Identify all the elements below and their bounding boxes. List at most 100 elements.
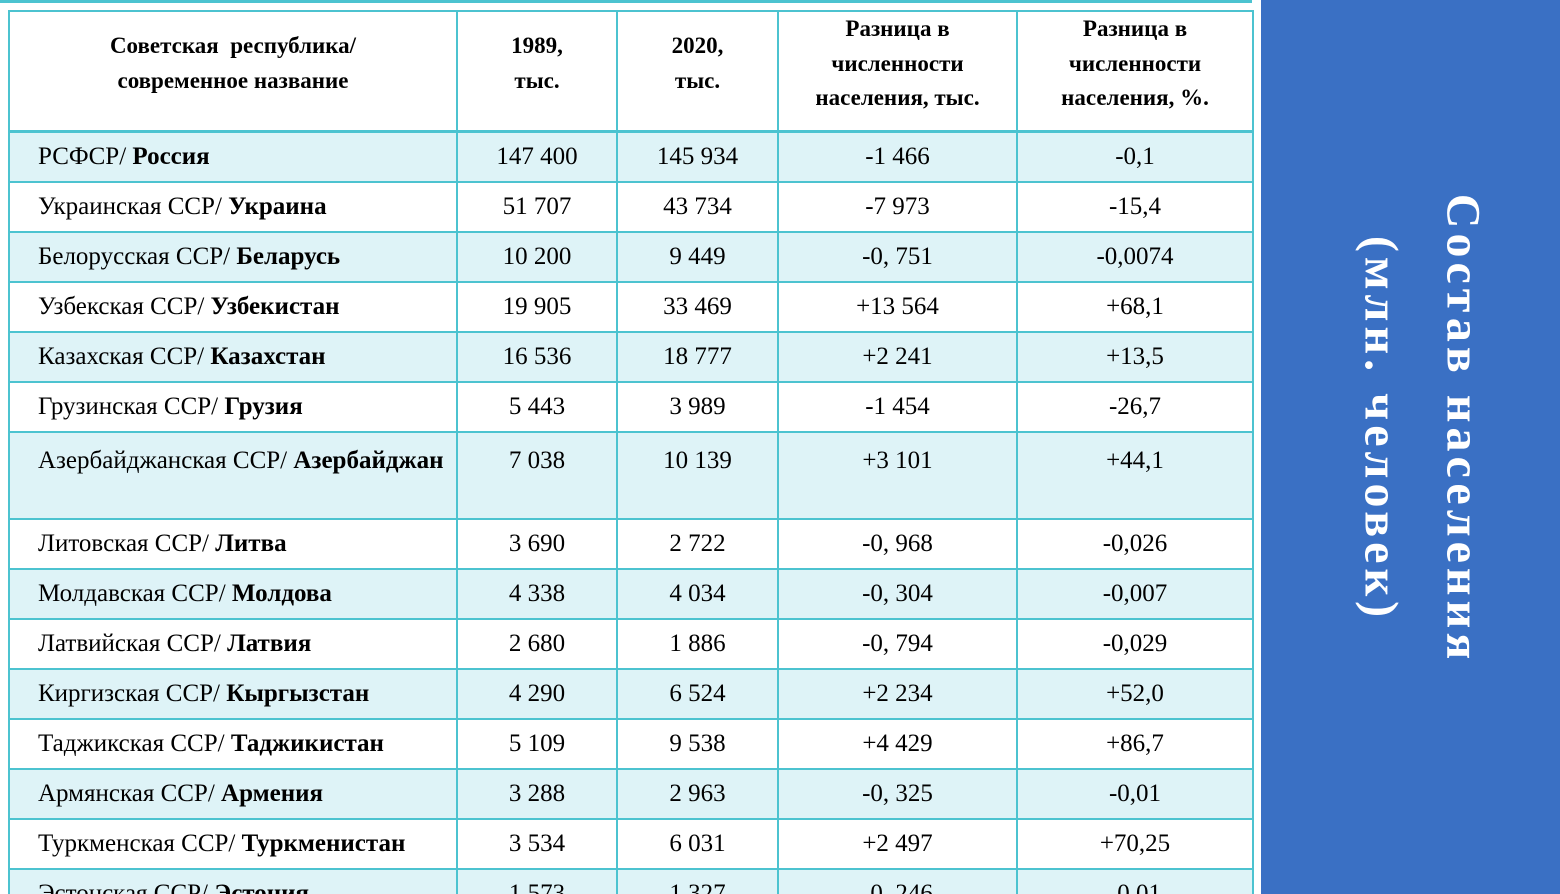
republic-modern-name: Россия [132,142,210,170]
republic-name-cell: РСФСР/ Россия [8,130,458,183]
table-row: Киргизская ССР/ Кыргызстан 4 290 6 524 +… [8,667,1254,720]
cell-2020: 4 034 [616,567,779,620]
sidebar-title-line2: (млн. человек) [1355,235,1409,623]
cell-diff-thousands: +3 101 [777,430,1018,520]
cell-1989: 3 288 [456,767,618,820]
republic-soviet-name: Киргизская ССР/ [38,679,227,707]
population-table: Советская республика/ современное назван… [8,10,1254,894]
sidebar-blue-band: Состав населения (млн. человек) [1261,0,1560,894]
table-body: РСФСР/ Россия 147 400 145 934 -1 466 -0,… [8,130,1254,894]
republic-modern-name: Казахстан [210,342,326,370]
republic-modern-name: Кыргызстан [226,679,370,707]
republic-name-cell: Азербайджанская ССР/ Азербайджан [8,430,458,520]
population-table-container: Советская республика/ современное назван… [8,10,1254,894]
cell-2020: 3 989 [616,380,779,433]
cell-diff-percent: +70,25 [1016,817,1254,870]
republic-name-cell: Казахская ССР/ Казахстан [8,330,458,383]
cell-diff-thousands: -7 973 [777,180,1018,233]
republic-soviet-name: Казахская ССР/ [38,342,211,370]
table-row: Белорусская ССР/ Беларусь 10 200 9 449 -… [8,230,1254,283]
cell-1989: 5 443 [456,380,618,433]
table-row: Литовская ССР/ Литва 3 690 2 722 -0, 968… [8,517,1254,570]
republic-name-cell: Эстонская ССР/ Эстония [8,867,458,894]
cell-1989: 2 680 [456,617,618,670]
cell-1989: 51 707 [456,180,618,233]
cell-1989: 16 536 [456,330,618,383]
cell-diff-thousands: -0, 968 [777,517,1018,570]
cell-1989: 19 905 [456,280,618,333]
cell-diff-thousands: +2 497 [777,817,1018,870]
cell-diff-thousands: -1 454 [777,380,1018,433]
sidebar-vertical-title: Состав населения (млн. человек) [1341,194,1504,664]
cell-2020: 10 139 [616,430,779,520]
cell-2020: 6 524 [616,667,779,720]
cell-diff-percent: -0,1 [1016,130,1254,183]
republic-modern-name: Украина [228,192,327,220]
column-header-diff-thousands: Разница в численности населения, тыс. [777,10,1018,133]
cell-diff-thousands: -0, 246 [777,867,1018,894]
republic-soviet-name: Эстонская ССР/ [38,879,215,894]
republic-soviet-name: Армянская ССР/ [38,779,222,807]
cell-diff-thousands: +13 564 [777,280,1018,333]
cell-1989: 5 109 [456,717,618,770]
republic-name-cell: Узбекская ССР/ Узбекистан [8,280,458,333]
republic-name-cell: Украинская ССР/ Украина [8,180,458,233]
republic-soviet-name: Латвийская ССР/ [38,629,228,657]
table-row: Узбекская ССР/ Узбекистан 19 905 33 469 … [8,280,1254,333]
republic-soviet-name: Белорусская ССР/ [38,242,237,270]
table-row: Грузинская ССР/ Грузия 5 443 3 989 -1 45… [8,380,1254,433]
cell-diff-thousands: +2 234 [777,667,1018,720]
cell-1989: 3 690 [456,517,618,570]
table-row: Туркменская ССР/ Туркменистан 3 534 6 03… [8,817,1254,870]
republic-name-cell: Киргизская ССР/ Кыргызстан [8,667,458,720]
cell-diff-percent: +68,1 [1016,280,1254,333]
table-row: РСФСР/ Россия 147 400 145 934 -1 466 -0,… [8,130,1254,183]
cell-diff-thousands: -0, 794 [777,617,1018,670]
cell-2020: 2 722 [616,517,779,570]
republic-soviet-name: Грузинская ССР/ [38,392,225,420]
republic-soviet-name: РСФСР/ [38,142,133,170]
cell-1989: 4 290 [456,667,618,720]
republic-name-cell: Литовская ССР/ Литва [8,517,458,570]
republic-modern-name: Грузия [224,392,303,420]
cell-1989: 147 400 [456,130,618,183]
republic-name-cell: Латвийская ССР/ Латвия [8,617,458,670]
cell-2020: 145 934 [616,130,779,183]
table-row: Таджикская ССР/ Таджикистан 5 109 9 538 … [8,717,1254,770]
table-row: Украинская ССР/ Украина 51 707 43 734 -7… [8,180,1254,233]
cell-diff-percent: -0,0074 [1016,230,1254,283]
cell-diff-percent: -0,01 [1016,767,1254,820]
cell-1989: 3 534 [456,817,618,870]
cell-diff-percent: -0,007 [1016,567,1254,620]
cell-diff-percent: -0,01 [1016,867,1254,894]
cell-1989: 7 038 [456,430,618,520]
cell-diff-percent: -0,026 [1016,517,1254,570]
republic-soviet-name: Узбекская ССР/ [38,292,211,320]
cell-diff-thousands: +2 241 [777,330,1018,383]
republic-soviet-name: Туркменская ССР/ [38,829,242,857]
table-row: Латвийская ССР/ Латвия 2 680 1 886 -0, 7… [8,617,1254,670]
cell-diff-percent: +13,5 [1016,330,1254,383]
cell-2020: 2 963 [616,767,779,820]
column-header-1989: 1989, тыс. [456,10,618,133]
sidebar-title-line1: Состав населения [1437,193,1491,665]
republic-soviet-name: Молдавская ССР/ [38,579,232,607]
cell-2020: 9 449 [616,230,779,283]
cell-2020: 18 777 [616,330,779,383]
column-header-republic: Советская республика/ современное назван… [8,10,458,133]
column-header-2020: 2020, тыс. [616,10,779,133]
cell-diff-thousands: +4 429 [777,717,1018,770]
cell-diff-thousands: -0, 304 [777,567,1018,620]
cell-diff-percent: +86,7 [1016,717,1254,770]
republic-modern-name: Молдова [231,579,332,607]
cell-2020: 9 538 [616,717,779,770]
republic-name-cell: Белорусская ССР/ Беларусь [8,230,458,283]
cell-diff-percent: -26,7 [1016,380,1254,433]
cell-2020: 43 734 [616,180,779,233]
table-row: Молдавская ССР/ Молдова 4 338 4 034 -0, … [8,567,1254,620]
republic-modern-name: Азербайджан [293,446,444,474]
table-row: Эстонская ССР/ Эстония 1 573 1 327 -0, 2… [8,867,1254,894]
cell-diff-thousands: -0, 751 [777,230,1018,283]
republic-soviet-name: Литовская ССР/ [38,529,216,557]
republic-modern-name: Армения [221,779,324,807]
